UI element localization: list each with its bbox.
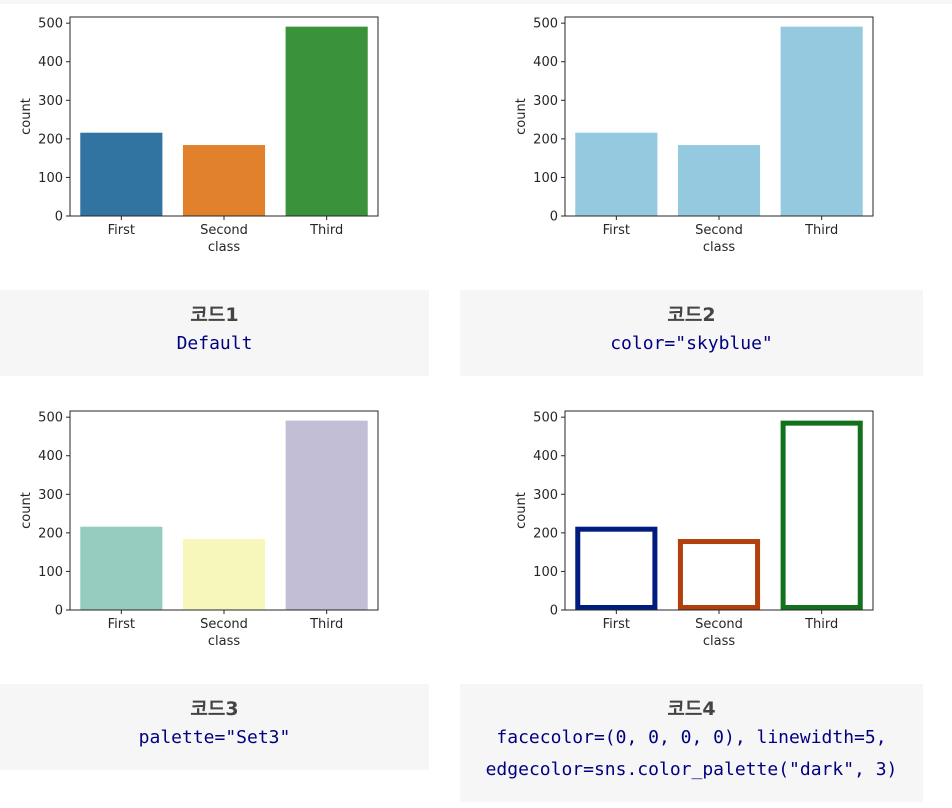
caption-box-3: 코드3 palette="Set3" [0, 684, 429, 770]
y-axis-label: count [19, 98, 34, 135]
y-tick-label: 400 [533, 55, 558, 70]
x-tick-label: Second [200, 617, 248, 632]
y-tick-label: 500 [38, 17, 63, 32]
x-axis-label: class [703, 634, 735, 649]
caption-title: 코드4 [667, 698, 716, 720]
y-tick-label: 500 [38, 411, 63, 426]
x-tick-label: Second [695, 223, 743, 238]
x-axis-label: class [208, 240, 240, 255]
y-tick-label: 200 [533, 132, 558, 147]
y-axis-label: count [514, 98, 529, 135]
y-tick-label: 200 [38, 132, 63, 147]
y-tick-label: 400 [38, 449, 63, 464]
x-tick-label: Second [200, 223, 248, 238]
chart-4: 0 100 200 300 400 500 First Second Third class cou… [514, 410, 874, 649]
x-tick-label: First [108, 223, 135, 238]
y-tick-label: 200 [38, 526, 63, 541]
x-tick-label: First [108, 617, 135, 632]
x-axis-label: class [703, 240, 735, 255]
caption-title: 코드2 [667, 304, 716, 326]
top-strip [0, 0, 952, 4]
x-tick-label: Third [309, 617, 343, 632]
x-tick-label: First [603, 617, 630, 632]
caption-title: 코드3 [190, 698, 239, 720]
y-tick-label: 300 [533, 488, 558, 503]
y-tick-label: 400 [38, 55, 63, 70]
y-axis-label: count [19, 492, 34, 529]
bar-third [285, 26, 368, 216]
x-tick-label: First [603, 223, 630, 238]
chart-2: 0 100 200 300 400 500 First Second Third class cou… [514, 16, 874, 255]
y-tick-label: 100 [533, 565, 558, 580]
caption-code: palette="Set3" [138, 727, 291, 748]
bar-third [285, 420, 368, 610]
y-tick-label: 100 [38, 171, 63, 186]
bar-first [80, 526, 163, 610]
y-tick-label: 200 [533, 526, 558, 541]
y-tick-label: 500 [533, 17, 558, 32]
x-axis-label: class [208, 634, 240, 649]
bar-third [780, 26, 863, 216]
chart-3: 0 100 200 300 400 500 First Second Third class cou… [19, 410, 379, 649]
caption-code-line-1: facecolor=(0, 0, 0, 0), linewidth=5, [496, 727, 887, 748]
y-tick-label: 0 [550, 604, 558, 619]
y-axis-label: count [514, 492, 529, 529]
bar-first [575, 132, 658, 216]
x-tick-label: Second [695, 617, 743, 632]
y-tick-label: 300 [533, 94, 558, 109]
bar-first [80, 132, 163, 216]
bar-third [780, 420, 863, 610]
y-tick-label: 500 [533, 411, 558, 426]
chart-1: 0 100 200 300 400 500 First Second Third class cou… [19, 16, 379, 255]
caption-title: 코드1 [190, 304, 239, 326]
caption-box-2: 코드2 color="skyblue" [460, 290, 923, 376]
y-tick-label: 0 [55, 604, 63, 619]
bar-second [677, 145, 761, 216]
y-tick-label: 0 [550, 210, 558, 225]
caption-box-4: 코드4 facecolor=(0, 0, 0, 0), linewidth=5,… [460, 684, 923, 802]
plot-frame [564, 410, 874, 611]
x-tick-label: Third [804, 223, 838, 238]
bar-second [182, 145, 266, 216]
y-tick-label: 300 [38, 94, 63, 109]
bar-first [575, 526, 658, 610]
bar-second [182, 539, 266, 610]
bar-second [677, 539, 761, 610]
caption-code: Default [176, 333, 253, 354]
y-tick-label: 400 [533, 449, 558, 464]
y-tick-label: 100 [533, 171, 558, 186]
y-tick-label: 0 [55, 210, 63, 225]
caption-code: color="skyblue" [610, 333, 773, 354]
y-tick-label: 300 [38, 488, 63, 503]
caption-box-1: 코드1 Default [0, 290, 429, 376]
caption-code-line-2: edgecolor=sns.color_palette("dark", 3) [485, 759, 898, 780]
x-tick-label: Third [804, 617, 838, 632]
y-tick-label: 100 [38, 565, 63, 580]
x-tick-label: Third [309, 223, 343, 238]
